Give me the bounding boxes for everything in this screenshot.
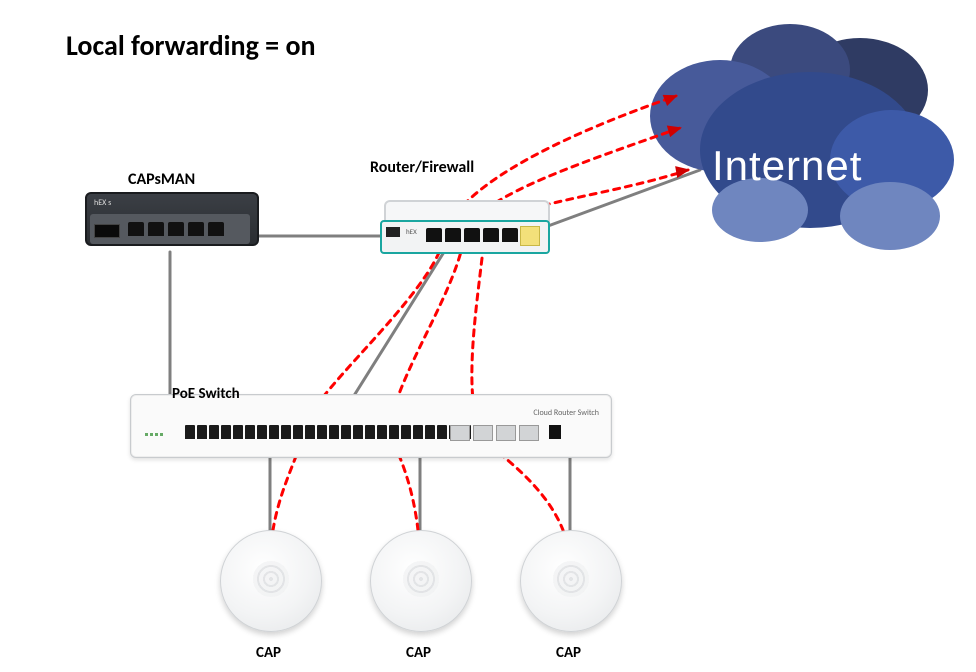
cap-label-3: CAP	[556, 644, 581, 662]
cap-device-1	[220, 530, 322, 632]
cap-label-2: CAP	[406, 644, 431, 662]
poe-switch-device: Cloud Router Switch	[130, 394, 612, 458]
switch-brand-text: Cloud Router Switch	[533, 408, 599, 418]
router-firewall-label: Router/Firewall	[370, 158, 474, 177]
poe-switch-label: PoE Switch	[172, 385, 240, 403]
diagram-canvas: Local forwarding = on hEX s CAPsMAN hEX …	[0, 0, 976, 672]
capsman-label: CAPsMAN	[128, 170, 195, 189]
internet-cloud-label: Internet	[712, 142, 862, 190]
cap-label-1: CAP	[256, 644, 281, 662]
diagram-title: Local forwarding = on	[66, 28, 316, 63]
router-firewall-device: hEX	[380, 200, 550, 256]
cap-device-2	[370, 530, 472, 632]
wire-layer	[0, 0, 976, 672]
capsman-device: hEX s	[80, 192, 260, 260]
cap-device-3	[520, 530, 622, 632]
